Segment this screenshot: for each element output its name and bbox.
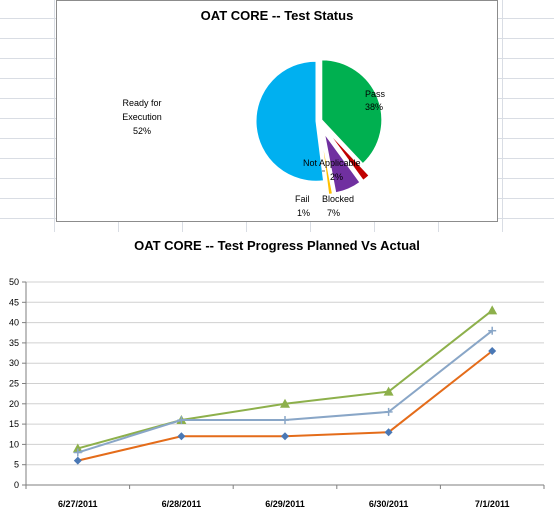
line-chart-title: OAT CORE -- Test Progress Planned Vs Act… [0,238,554,253]
data-point-series-3 [74,457,82,465]
pie-label-pass: Pass [365,89,386,99]
y-tick-label: 15 [9,419,19,429]
pie-chart: Pass 38% Not Applicable 2% Blocked 7% Fail 1% Re… [57,1,499,223]
x-tick-label: 6/28/2011 [162,499,202,509]
pie-label-ready-line-1: Ready for [122,98,161,108]
y-tick-label: 30 [9,358,19,368]
y-tick-label: 35 [9,338,19,348]
data-point-series-3 [281,432,289,440]
x-tick-label: 6/29/2011 [265,499,305,509]
pie-label-ready-line-2: Execution [122,112,162,122]
x-tick-label: 6/27/2011 [58,499,98,509]
x-tick-label: 7/1/2011 [475,499,510,509]
y-tick-label: 50 [9,277,19,287]
y-tick-label: 5 [14,460,19,470]
pie-value-ready: 52% [133,126,151,136]
pie-value-blocked: 7% [327,208,340,218]
y-tick-label: 20 [9,399,19,409]
y-tick-label: 45 [9,297,19,307]
pie-chart-frame[interactable]: OAT CORE -- Test Status Pass 38% Not Appli… [56,0,498,222]
y-tick-label: 40 [9,318,19,328]
data-point-series-1 [487,305,497,314]
pie-value-pass: 38% [365,102,383,112]
pie-label-not-applicable: Not Applicable [303,158,361,168]
pie-label-fail: Fail [295,194,310,204]
y-tick-label: 10 [9,439,19,449]
x-tick-label: 6/30/2011 [369,499,409,509]
pie-value-fail: 1% [297,208,310,218]
y-tick-label: 0 [14,480,19,490]
y-tick-label: 25 [9,379,19,389]
pie-label-blocked: Blocked [322,194,354,204]
data-point-series-3 [177,432,185,440]
data-point-series-2 [281,416,289,424]
line-chart[interactable]: 0 5 10 15 20 25 30 35 40 45 50 6/27/2011 6/28/2011 6/… [0,262,554,524]
pie-value-not-applicable: 2% [330,172,343,182]
